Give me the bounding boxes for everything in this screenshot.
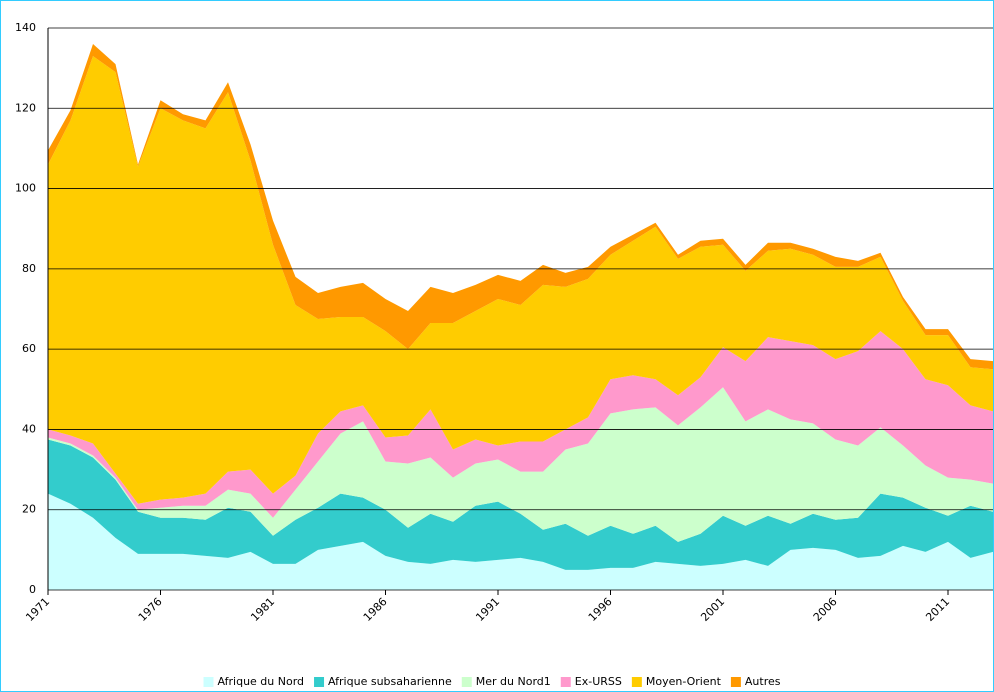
area: [48, 56, 993, 504]
legend-label: Afrique subsaharienne: [328, 675, 452, 688]
y-tick-label: 60: [22, 342, 36, 355]
area: [48, 331, 993, 518]
area: [48, 44, 993, 370]
legend-swatch: [631, 677, 642, 687]
legend-label: Afrique du Nord: [218, 675, 305, 688]
legend-label: Moyen-Orient: [646, 675, 722, 688]
area: [48, 387, 993, 542]
legend-swatch: [203, 677, 214, 687]
area: [48, 439, 993, 570]
legend-swatch: [560, 677, 571, 687]
y-tick-label: 0: [29, 583, 36, 596]
y-tick-label: 20: [22, 503, 36, 516]
legend-swatch: [730, 677, 741, 687]
y-tick-label: 80: [22, 262, 36, 275]
y-tick-label: 100: [15, 182, 36, 195]
legend-label: Mer du Nord1: [476, 675, 551, 688]
y-tick-label: 40: [22, 422, 36, 435]
y-tick-label: 120: [15, 101, 36, 114]
y-tick-label: 140: [15, 21, 36, 34]
legend-swatch: [461, 677, 472, 687]
legend-label: Autres: [745, 675, 781, 688]
area: [48, 493, 993, 590]
legend-label: Ex-URSS: [575, 675, 622, 688]
legend-swatch: [314, 677, 325, 687]
